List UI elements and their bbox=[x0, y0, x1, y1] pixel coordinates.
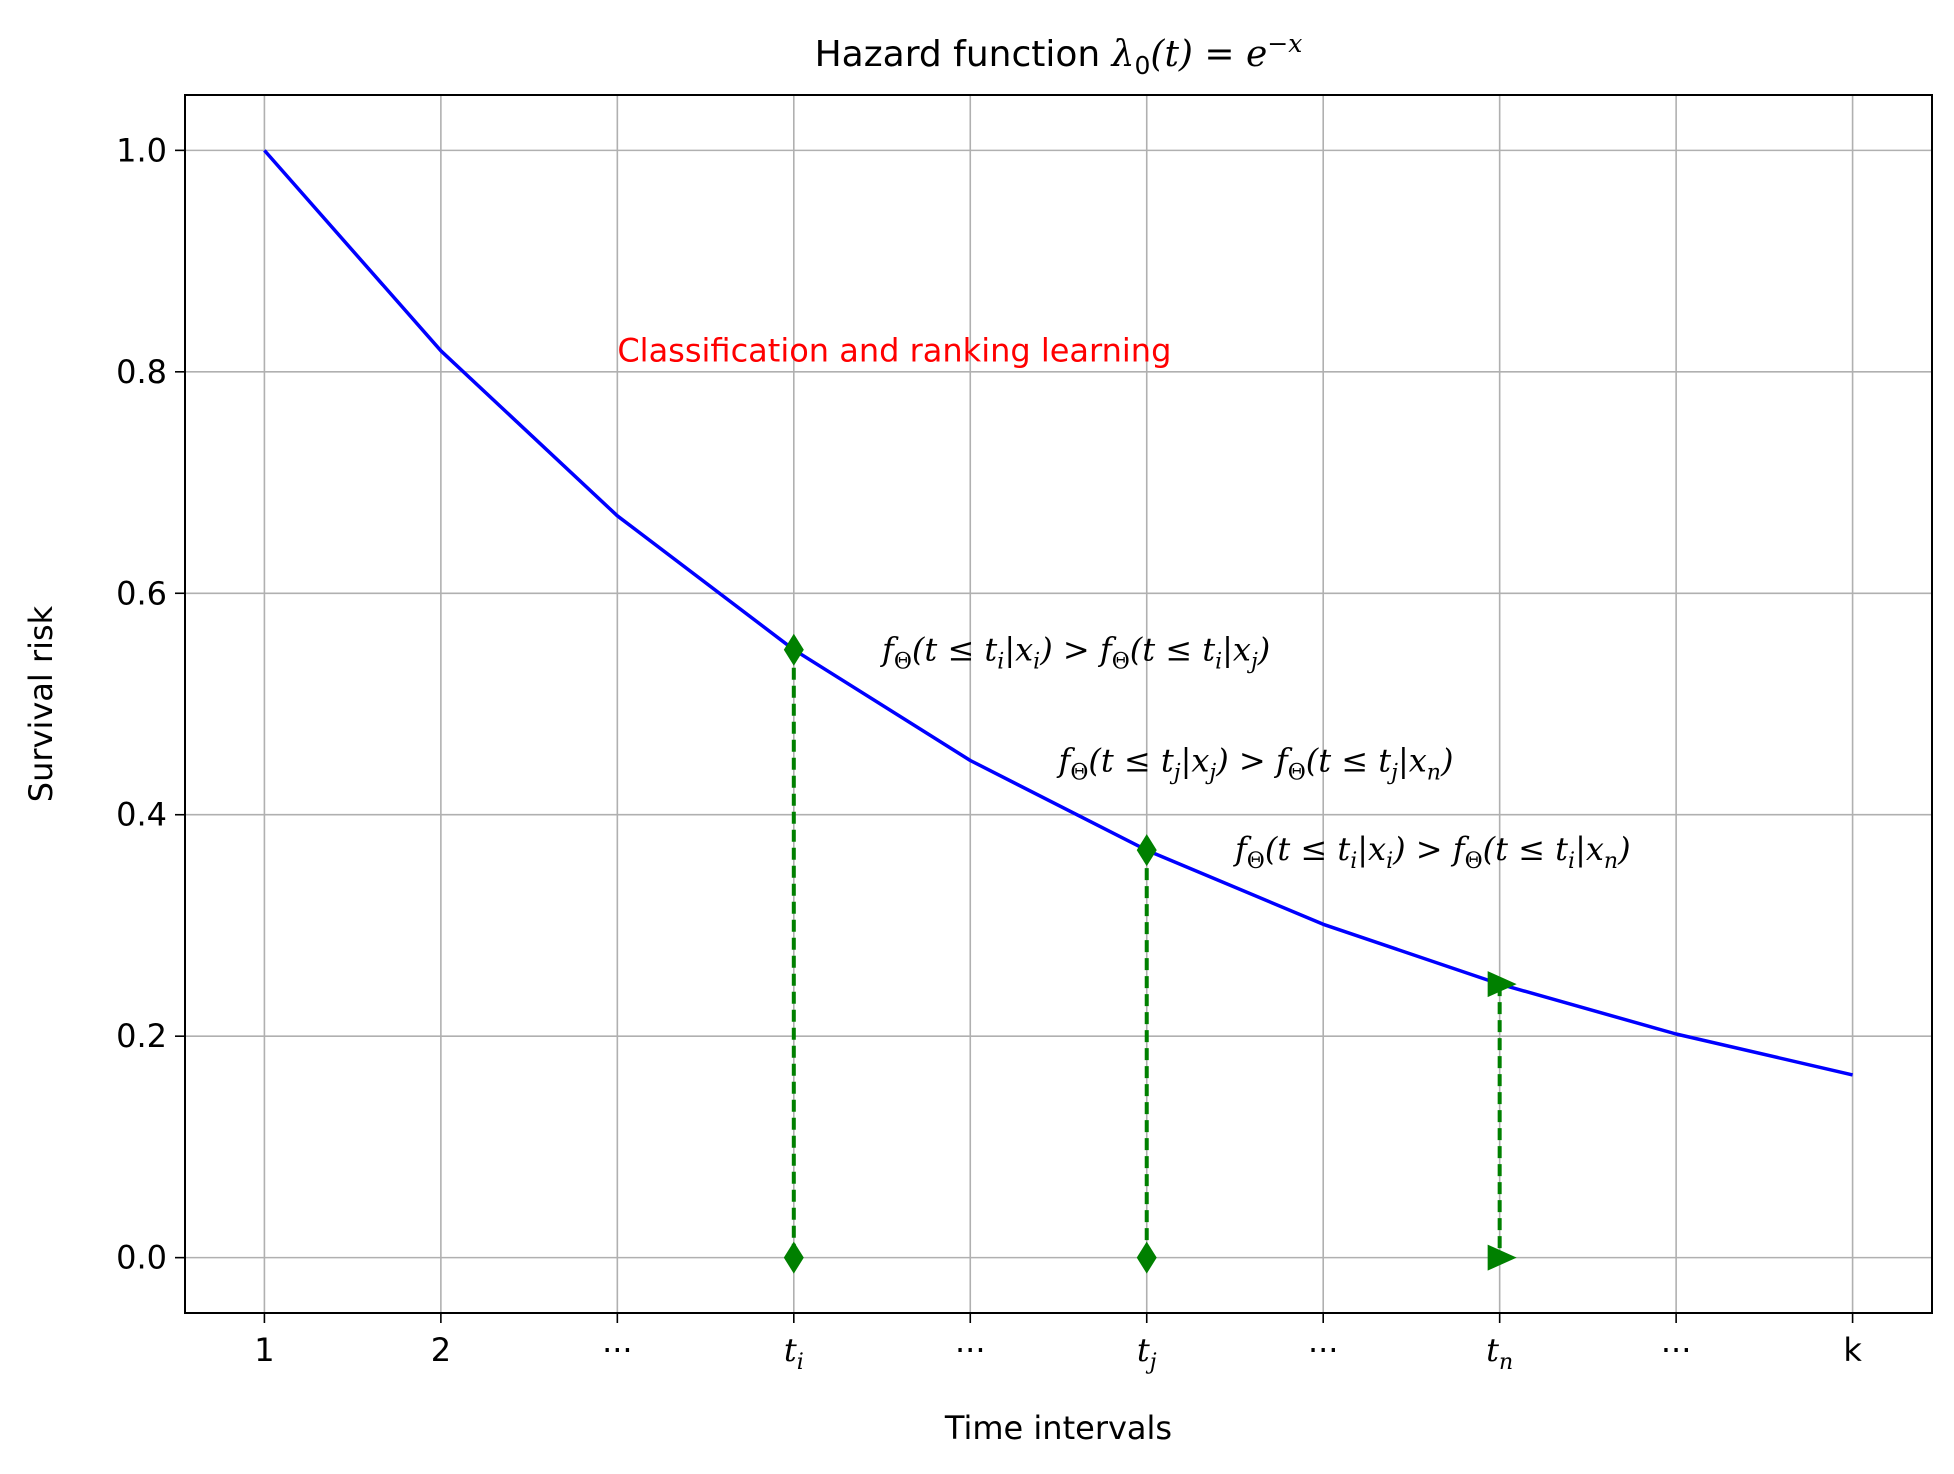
ranking-inequality: fΘ(t ≤ tj|xj) > fΘ(t ≤ tj|xn) bbox=[1057, 741, 1454, 785]
annotation-text: Classification and ranking learning bbox=[617, 332, 1171, 370]
x-tick-label: tj bbox=[1137, 1331, 1157, 1375]
x-tick-label: ··· bbox=[955, 1331, 986, 1369]
chart-title-lambda: λ bbox=[1110, 34, 1135, 75]
annotation-layer: Classification and ranking learning fΘ(t … bbox=[617, 332, 1630, 874]
x-tick-label: 2 bbox=[431, 1331, 451, 1369]
y-tick-label: 0.8 bbox=[116, 353, 167, 391]
x-tick-label: ··· bbox=[602, 1331, 633, 1369]
survival-curve bbox=[263, 149, 1853, 1077]
x-axis-label: Time intervals bbox=[944, 1409, 1172, 1447]
marker-bottom-diamond bbox=[783, 1241, 804, 1274]
y-tick-label: 1.0 bbox=[116, 131, 167, 169]
marker-top-diamond bbox=[783, 633, 804, 666]
y-tick-label: 0.0 bbox=[116, 1239, 167, 1277]
marker-layer bbox=[783, 633, 1517, 1274]
x-tick-label: ··· bbox=[1308, 1331, 1339, 1369]
marker-top-diamond bbox=[1136, 834, 1157, 867]
axis-ticks: 1 2 ··· ti ··· tj ··· tn ··· k 0.0 0.2 0.4 0.6 0.8 1.0 bbox=[116, 131, 1862, 1375]
marker-bottom-triangle-right bbox=[1487, 1244, 1517, 1271]
y-tick-label: 0.6 bbox=[116, 574, 167, 612]
chart-title: Hazard function λ0(t) = e−x bbox=[815, 29, 1303, 80]
plot-frame bbox=[184, 94, 1933, 1314]
chart-title-prefix: Hazard function bbox=[815, 34, 1112, 75]
grid bbox=[185, 95, 1932, 1313]
x-tick-label: tn bbox=[1486, 1331, 1513, 1375]
x-tick-label: 1 bbox=[254, 1331, 274, 1369]
y-tick-label: 0.4 bbox=[116, 796, 167, 834]
marker-bottom-diamond bbox=[1136, 1241, 1157, 1274]
x-tick-label: ti bbox=[784, 1331, 804, 1375]
y-axis-label: Survival risk bbox=[22, 605, 60, 802]
x-tick-label: ··· bbox=[1661, 1331, 1692, 1369]
chart-title-sup: −x bbox=[1267, 29, 1302, 58]
chart-title-sub: 0 bbox=[1135, 51, 1151, 80]
y-tick-label: 0.2 bbox=[116, 1017, 167, 1055]
x-tick-label: k bbox=[1843, 1331, 1862, 1369]
series-layer bbox=[263, 149, 1853, 1077]
chart-title-arg: (t) = e bbox=[1150, 34, 1267, 75]
ranking-inequality: fΘ(t ≤ ti|xi) > fΘ(t ≤ ti|xn) bbox=[1233, 830, 1631, 874]
ranking-inequality: fΘ(t ≤ ti|xi) > fΘ(t ≤ ti|xj) bbox=[880, 631, 1270, 675]
marker-top-triangle-right bbox=[1487, 971, 1517, 998]
